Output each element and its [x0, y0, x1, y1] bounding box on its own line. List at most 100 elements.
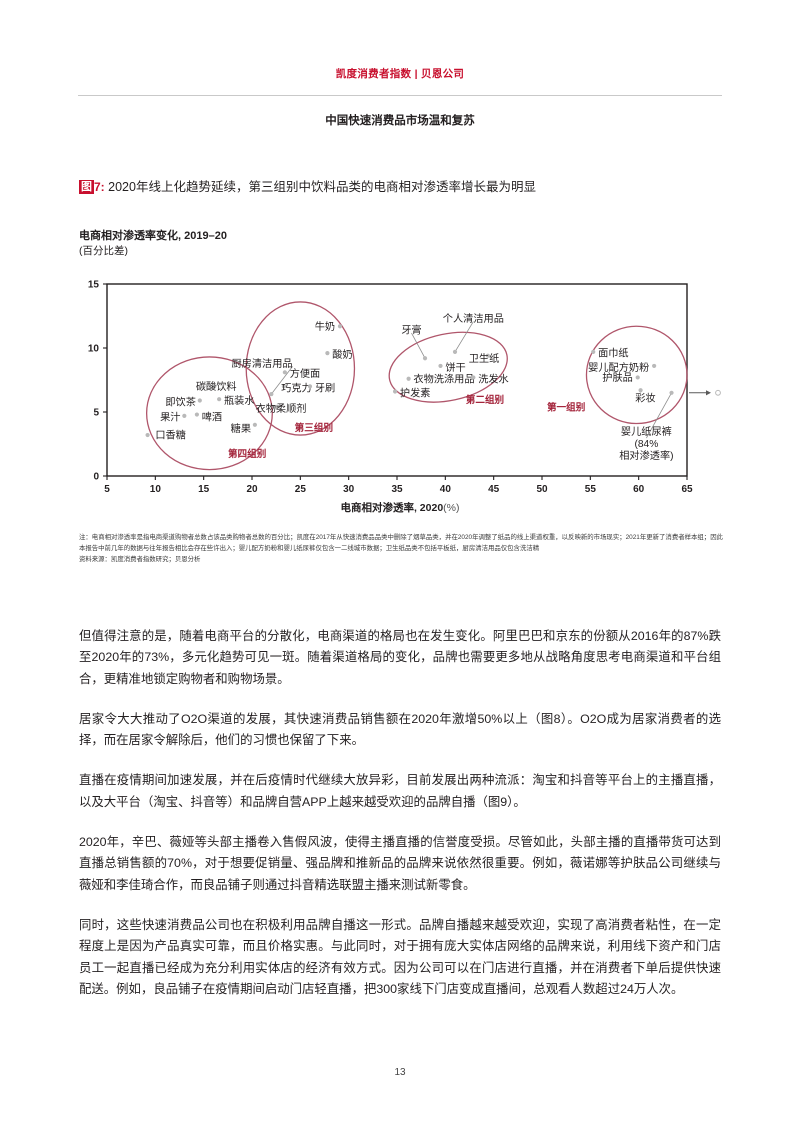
- paragraph: 直播在疫情期间加速发展，并在后疫情时代继续大放异彩，目前发展出两种流派：淘宝和抖…: [79, 773, 721, 809]
- data-point: [212, 384, 217, 389]
- data-point-label: 即饮茶: [165, 395, 196, 408]
- x-tick-label: 30: [343, 484, 355, 495]
- data-point: [406, 376, 411, 381]
- x-tick-label: 65: [681, 484, 693, 495]
- data-point-label: 个人清洁用品: [443, 312, 504, 325]
- label-leader-line: [271, 366, 293, 395]
- data-point: [194, 412, 199, 417]
- footnote-note: 注：电商相对渗透率是指电商渠道购物者总数占该品类购物者总数的百分比；凯度在201…: [79, 534, 723, 552]
- brand-header: 凯度消费者指数 | 贝恩公司: [335, 68, 465, 80]
- data-point-label: 相对渗透率): [619, 449, 673, 462]
- data-point-label: 护发素: [400, 386, 431, 399]
- data-point: [269, 391, 274, 397]
- cluster-label: 第四组别: [228, 448, 266, 460]
- cluster-label: 第三组别: [295, 422, 333, 434]
- data-point-label: 护肤品: [602, 371, 633, 384]
- chart-title: 电商相对渗透率变化, 2019–20: [79, 230, 227, 242]
- chart-canvas: 5 10 15 20 25 30 35 40 45 50 55 60 65051015第四组别第三组别第…: [88, 280, 721, 495]
- paragraph: 2020年，辛巴、薇娅等头部主播卷入售假风波，使得主播直播的信誉度受损。尽管如此…: [79, 835, 721, 892]
- data-point-label: 碳酸饮料: [196, 380, 237, 393]
- paragraph: 居家令大大推动了O2O渠道的发展，其快速消费品销售额在2020年激增50%以上（…: [79, 711, 721, 748]
- data-point: [275, 404, 280, 409]
- chart-heading: 电商相对渗透率变化, 2019–20 (百分比差): [79, 229, 227, 259]
- cluster-ellipse: [388, 331, 508, 403]
- body-copy: 但值得注意的是，随着电商平台的分散化，电商渠道的格局也在发生变化。阿里巴巴和京东…: [79, 626, 721, 1019]
- data-point: [669, 390, 674, 395]
- data-point: [635, 375, 640, 380]
- x-tick-label: 60: [633, 484, 645, 495]
- data-point: [307, 384, 313, 389]
- data-point: [282, 370, 287, 375]
- offchart-data-point: [715, 389, 721, 396]
- data-point-label: 面巾纸: [598, 347, 629, 360]
- x-tick-label: 45: [488, 484, 500, 495]
- data-point: [217, 397, 222, 402]
- document-subtitle: 中国快速消费品市场温和复苏: [325, 115, 475, 127]
- figure-number: 7:: [94, 180, 105, 194]
- x-tick-label: 50: [536, 484, 548, 495]
- data-point-label: (84%: [635, 439, 659, 450]
- data-point-label: 牙膏: [401, 324, 421, 337]
- data-point: [452, 349, 458, 354]
- y-tick-label: 5: [93, 408, 99, 419]
- paragraph: 同时，这些快速消费品公司也在积极利用品牌自播这一形式。品牌自播越来越受欢迎，实现…: [79, 917, 721, 996]
- chart-footnote: 注：电商相对渗透率是指电商渠道购物者总数占该品类购物者总数的百分比；凯度在201…: [79, 533, 723, 566]
- label-leader-line: [646, 392, 672, 439]
- data-point: [325, 351, 330, 356]
- data-point: [471, 375, 476, 380]
- offchart-arrow-head: [706, 390, 711, 396]
- figure-title-text: 2020年线上化趋势延续，第三组别中饮料品类的电商相对渗透率增长最为明显: [108, 180, 536, 194]
- data-point-label: 厨房清洁用品: [231, 357, 292, 370]
- data-point-label: 衣物洗涤用品: [413, 372, 474, 385]
- data-point: [145, 432, 150, 438]
- x-axis-title-text: 电商相对渗透率, 2020: [340, 502, 444, 514]
- data-point-label: 卫生纸: [469, 352, 500, 365]
- x-tick-label: 55: [585, 484, 597, 495]
- data-point: [197, 398, 202, 403]
- figure-title: 图 7: 2020年线上化趋势延续，第三组别中饮料品类的电商相对渗透率增长最为明显: [79, 176, 536, 195]
- scatter-chart: 5 10 15 20 25 30 35 40 45 50 55 60 65 0 5 10 15 第四组别 第三组别第…: [79, 272, 721, 512]
- y-tick-label: 10: [88, 344, 100, 355]
- y-tick-label: 15: [88, 280, 100, 291]
- data-point: [252, 422, 257, 427]
- data-point: [281, 384, 286, 389]
- data-point: [422, 356, 428, 361]
- data-point-label: 饼干: [445, 361, 465, 374]
- cluster-label: 第二组别: [466, 394, 504, 406]
- plot-frame: [106, 283, 688, 477]
- y-tick-label: 0: [93, 472, 99, 483]
- data-point-label: 口香糖: [155, 429, 186, 442]
- data-point-label: 方便面: [290, 367, 321, 380]
- data-point-label: 衣物柔顺剂: [256, 402, 307, 415]
- data-point: [638, 388, 643, 393]
- cluster-ellipse: [245, 301, 356, 436]
- data-point-label: 婴儿配方奶粉: [588, 361, 649, 374]
- data-point: [591, 349, 596, 354]
- data-point-label: 牛奶: [315, 320, 335, 333]
- page-number: 13: [394, 1067, 406, 1078]
- paragraph: 但值得注意的是，随着电商平台的分散化，电商渠道的格局也在发生变化。阿里巴巴和京东…: [79, 629, 721, 686]
- data-point: [652, 363, 657, 369]
- x-tick-label: 10: [150, 484, 162, 495]
- x-tick-label: 35: [391, 484, 403, 495]
- header-divider: [78, 95, 722, 96]
- x-tick-label: 20: [246, 484, 258, 495]
- x-tick-label: 40: [440, 484, 452, 495]
- data-point-label: 酸奶: [332, 348, 352, 361]
- data-point: [337, 324, 343, 329]
- cluster-ellipse: [585, 325, 688, 425]
- label-leader-line: [454, 321, 474, 353]
- data-point-label: 瓶装水: [224, 394, 255, 407]
- data-point-label: 啤酒: [202, 411, 222, 424]
- x-tick-label: 5: [104, 484, 110, 495]
- figure-badge: 图: [79, 179, 94, 194]
- x-tick-label: 25: [295, 484, 307, 495]
- data-point-label: 果汁: [160, 411, 180, 424]
- data-point: [485, 353, 490, 358]
- data-point-label: 婴儿纸尿裤: [621, 425, 672, 438]
- chart-subtitle: (百分比差): [79, 245, 128, 257]
- data-point-label: 洗发水: [478, 372, 509, 385]
- data-point-label: 巧克力: [281, 381, 312, 394]
- cluster-ellipse: [145, 356, 273, 471]
